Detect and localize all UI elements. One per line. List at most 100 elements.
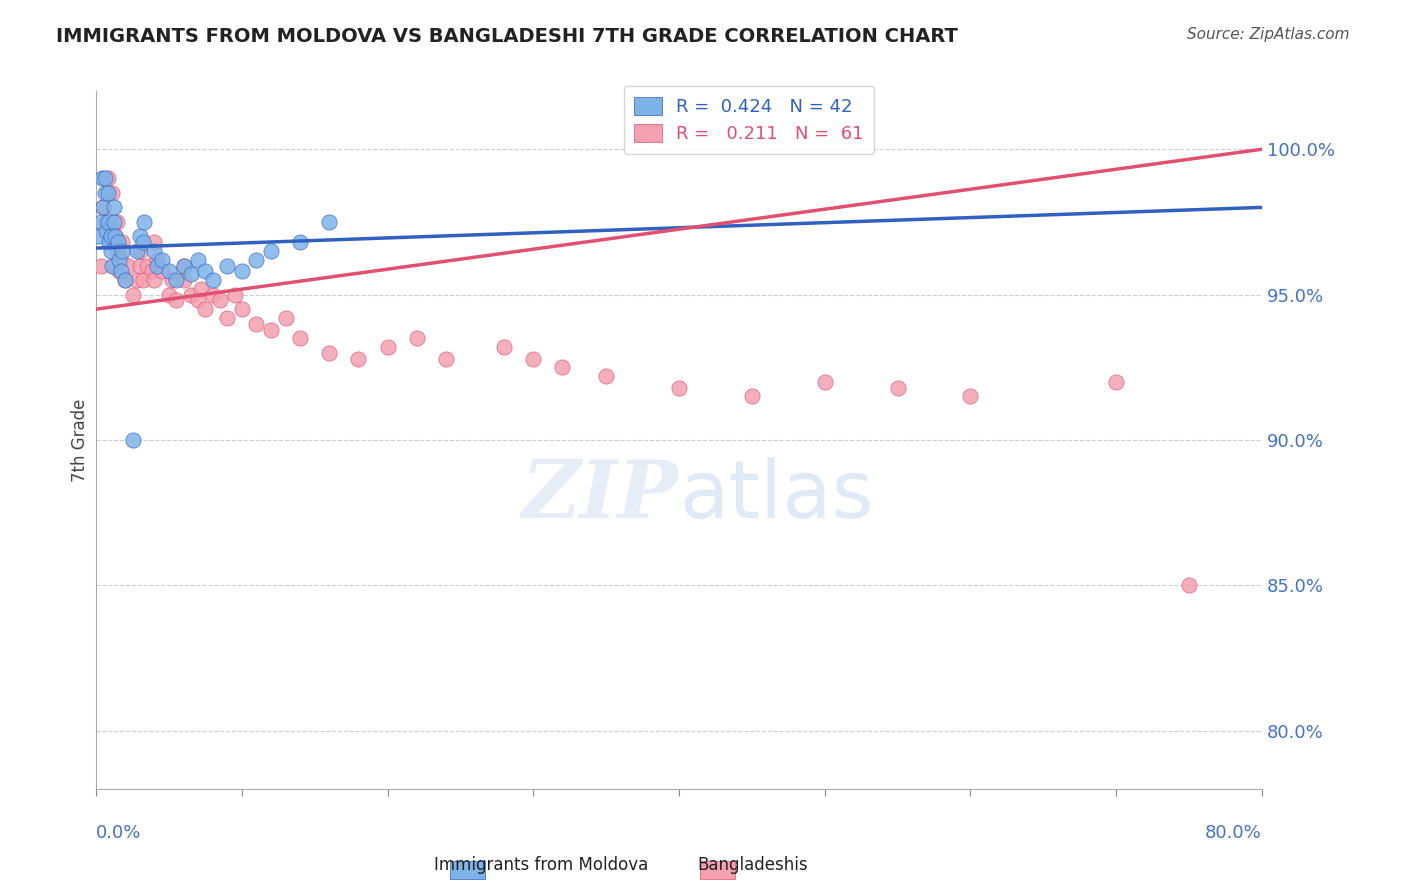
Point — [136, 259, 159, 273]
Point — [157, 287, 180, 301]
Point — [190, 282, 212, 296]
Point — [93, 200, 115, 214]
Point — [105, 215, 128, 229]
Point — [160, 273, 183, 287]
Text: 0.0%: 0.0% — [96, 824, 142, 842]
Point — [94, 186, 117, 200]
Point — [217, 259, 239, 273]
Legend: R =  0.424   N = 42, R =   0.211   N =  61: R = 0.424 N = 42, R = 0.211 N = 61 — [624, 87, 875, 153]
Point — [173, 273, 195, 287]
Point — [107, 235, 129, 250]
Point — [111, 244, 134, 258]
Point — [494, 340, 516, 354]
Point — [93, 200, 115, 214]
Point — [595, 369, 617, 384]
Text: ZIP: ZIP — [522, 457, 679, 534]
Point — [107, 244, 129, 258]
Point — [814, 375, 837, 389]
Point — [1178, 578, 1201, 592]
Point — [98, 235, 121, 250]
Text: Source: ZipAtlas.com: Source: ZipAtlas.com — [1187, 27, 1350, 42]
Point — [100, 224, 122, 238]
Point — [245, 317, 267, 331]
Point — [274, 310, 297, 325]
Point — [180, 287, 202, 301]
Point — [434, 351, 457, 366]
Point — [132, 273, 155, 287]
Point — [111, 235, 134, 250]
Point — [260, 244, 283, 258]
Point — [143, 235, 166, 250]
Point — [260, 322, 283, 336]
Text: atlas: atlas — [679, 457, 873, 535]
Point — [209, 293, 232, 308]
Point — [187, 293, 209, 308]
Text: IMMIGRANTS FROM MOLDOVA VS BANGLADESHI 7TH GRADE CORRELATION CHART: IMMIGRANTS FROM MOLDOVA VS BANGLADESHI 7… — [56, 27, 957, 45]
Point — [201, 287, 224, 301]
Point — [90, 259, 112, 273]
Point — [201, 273, 224, 287]
Point — [146, 259, 169, 273]
Point — [104, 229, 127, 244]
Point — [117, 259, 139, 273]
Point — [522, 351, 544, 366]
Point — [347, 351, 370, 366]
Point — [125, 244, 148, 258]
Point — [217, 310, 239, 325]
Point — [134, 215, 156, 229]
Point — [90, 215, 112, 229]
Point — [143, 273, 166, 287]
Point — [173, 259, 195, 273]
Point — [96, 224, 118, 238]
Point — [886, 381, 908, 395]
Point — [101, 259, 124, 273]
Point — [132, 235, 155, 250]
Point — [157, 264, 180, 278]
Point — [668, 381, 690, 395]
Point — [114, 273, 136, 287]
Point — [173, 259, 195, 273]
Point — [98, 235, 121, 250]
Point — [96, 215, 118, 229]
Point — [551, 360, 574, 375]
Point — [141, 264, 163, 278]
Text: Immigrants from Moldova: Immigrants from Moldova — [434, 855, 648, 873]
Text: 80.0%: 80.0% — [1205, 824, 1263, 842]
Point — [97, 186, 120, 200]
Point — [101, 186, 124, 200]
Point — [108, 252, 131, 267]
Y-axis label: 7th Grade: 7th Grade — [72, 399, 89, 482]
Point — [194, 264, 217, 278]
Point — [143, 244, 166, 258]
Point — [318, 345, 340, 359]
Point — [103, 200, 125, 214]
Point — [1105, 375, 1128, 389]
Point — [94, 171, 117, 186]
Point — [187, 252, 209, 267]
Point — [110, 252, 132, 267]
Point — [377, 340, 399, 354]
Point — [150, 264, 173, 278]
Point — [121, 433, 143, 447]
Point — [97, 215, 120, 229]
Point — [110, 264, 132, 278]
Point — [104, 229, 127, 244]
Point — [129, 259, 152, 273]
Point — [290, 331, 312, 345]
Point — [108, 264, 131, 278]
Point — [91, 171, 114, 186]
Point — [103, 259, 125, 273]
Point — [959, 389, 981, 403]
Point — [224, 287, 246, 301]
Point — [87, 229, 110, 244]
Point — [165, 273, 187, 287]
Point — [405, 331, 427, 345]
Point — [103, 215, 125, 229]
Point — [129, 229, 152, 244]
Point — [741, 389, 763, 403]
Point — [97, 171, 120, 186]
Point — [129, 244, 152, 258]
Point — [231, 264, 253, 278]
Point — [114, 273, 136, 287]
Text: Bangladeshis: Bangladeshis — [697, 855, 807, 873]
